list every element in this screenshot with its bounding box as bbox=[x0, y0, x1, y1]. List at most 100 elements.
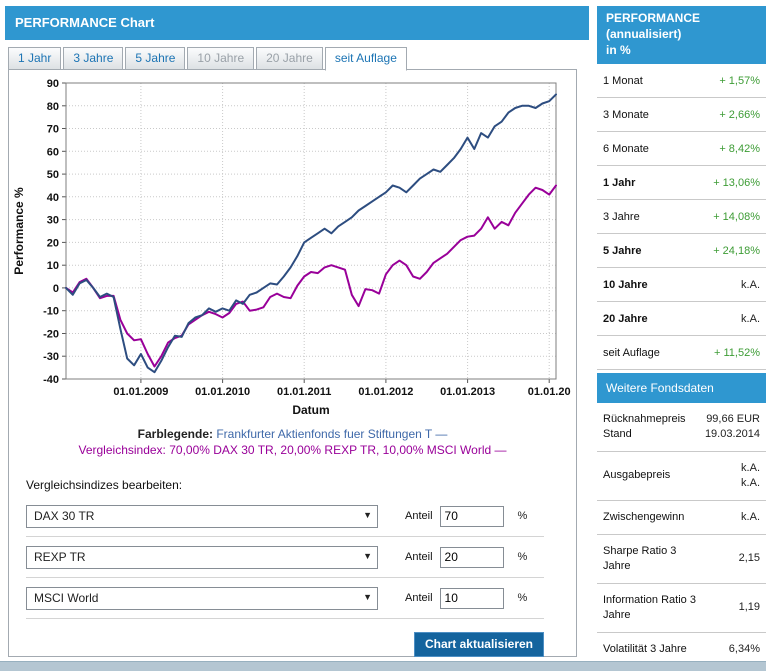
fondsdaten-value: 99,66 EUR 19.03.2014 bbox=[704, 412, 760, 440]
svg-text:Datum: Datum bbox=[292, 403, 329, 417]
tab-10-jahre: 10 Jahre bbox=[187, 47, 255, 70]
svg-text:01.01.2010: 01.01.2010 bbox=[195, 386, 250, 398]
index-row-1: DAX 30 TR ▼ Anteil % bbox=[26, 504, 560, 528]
svg-text:60: 60 bbox=[47, 146, 59, 158]
svg-text:40: 40 bbox=[47, 192, 59, 204]
index-select-2[interactable]: REXP TR ▼ bbox=[26, 545, 378, 569]
svg-text:-40: -40 bbox=[43, 374, 59, 386]
legend-index-series: Vergleichsindex: 70,00% DAX 30 TR, 20,00… bbox=[78, 443, 507, 457]
svg-text:20: 20 bbox=[47, 237, 59, 249]
legend-label: Farblegende: bbox=[137, 427, 213, 441]
performance-row: seit Auflage + 11,52% bbox=[597, 336, 766, 370]
fondsdaten-row: Sharpe Ratio 3 Jahre 2,15 bbox=[597, 535, 766, 584]
svg-text:Performance %: Performance % bbox=[12, 187, 26, 275]
svg-text:50: 50 bbox=[47, 169, 59, 181]
performance-value: + 8,42% bbox=[719, 142, 760, 155]
index-select-2-value: REXP TR bbox=[34, 549, 86, 564]
svg-text:-10: -10 bbox=[43, 306, 59, 318]
performance-sidebar: PERFORMANCE (annualisiert) in % 1 Monat … bbox=[597, 6, 766, 667]
svg-text:80: 80 bbox=[47, 101, 59, 113]
chevron-down-icon: ▼ bbox=[363, 550, 372, 561]
performance-value: + 1,57% bbox=[719, 74, 760, 87]
fondsdaten-value: 2,15 bbox=[738, 552, 760, 565]
performance-value: + 24,18% bbox=[713, 244, 760, 257]
main-panel: PERFORMANCE Chart 1 Jahr 3 Jahre 5 Jahre… bbox=[5, 6, 589, 657]
index-select-3[interactable]: MSCI World ▼ bbox=[26, 586, 378, 610]
fondsdaten-value: 1,19 bbox=[738, 601, 760, 614]
divider bbox=[26, 577, 544, 578]
fondsdaten-value: k.A. bbox=[741, 510, 760, 523]
anteil-label-3: Anteil bbox=[405, 592, 433, 604]
index-select-3-value: MSCI World bbox=[34, 590, 99, 605]
performance-line-chart: 01.01.2009 01.01.2010 01.01.2011 01.01.2012… bbox=[12, 78, 571, 417]
tab-5-jahre[interactable]: 5 Jahre bbox=[125, 47, 186, 70]
fondsdaten-row: Information Ratio 3 Jahre 1,19 bbox=[597, 584, 766, 633]
performance-value: + 14,08% bbox=[713, 210, 760, 223]
performance-row: 6 Monate + 8,42% bbox=[597, 132, 766, 166]
period-tab-bar: 1 Jahr 3 Jahre 5 Jahre 10 Jahre 20 Jahre… bbox=[8, 47, 589, 71]
chart-content-panel: 01.01.2009 01.01.2010 01.01.2011 01.01.2012… bbox=[8, 69, 577, 657]
performance-row: 5 Jahre + 24,18% bbox=[597, 234, 766, 268]
svg-text:10: 10 bbox=[47, 260, 59, 272]
chevron-down-icon: ▼ bbox=[363, 509, 372, 520]
performance-value: k.A. bbox=[741, 312, 760, 325]
legend-fund-series: Frankfurter Aktienfonds fuer Stiftungen … bbox=[216, 427, 448, 441]
percent-label-1: % bbox=[517, 510, 528, 522]
performance-row: 10 Jahre k.A. bbox=[597, 268, 766, 302]
page-title-text: PERFORMANCE Chart bbox=[15, 15, 155, 30]
performance-value: + 13,06% bbox=[713, 176, 760, 189]
svg-text:30: 30 bbox=[47, 215, 59, 227]
index-row-2: REXP TR ▼ Anteil % bbox=[26, 545, 560, 569]
sidebar-title: PERFORMANCE (annualisiert) in % bbox=[597, 6, 766, 64]
svg-text:01.01.20: 01.01.20 bbox=[528, 386, 571, 398]
bottom-bar bbox=[0, 661, 766, 671]
svg-text:01.01.2009: 01.01.2009 bbox=[113, 386, 168, 398]
tab-20-jahre: 20 Jahre bbox=[256, 47, 323, 70]
anteil-label-1: Anteil bbox=[405, 510, 433, 522]
anteil-label-2: Anteil bbox=[405, 551, 433, 563]
fondsdaten-row: Rücknahmepreis Stand 99,66 EUR 19.03.201… bbox=[597, 403, 766, 452]
fondsdaten-header: Weitere Fondsdaten bbox=[597, 372, 766, 403]
chart-aktualisieren-button[interactable]: Chart aktualisieren bbox=[413, 632, 544, 657]
page-title: PERFORMANCE Chart bbox=[5, 6, 589, 40]
tab-3-jahre[interactable]: 3 Jahre bbox=[63, 47, 124, 70]
performance-value: + 11,52% bbox=[714, 346, 760, 359]
performance-row: 1 Jahr + 13,06% bbox=[597, 166, 766, 200]
divider bbox=[26, 536, 544, 537]
sidebar-title-line1: PERFORMANCE (annualisiert) bbox=[606, 11, 701, 42]
index-row-3: MSCI World ▼ Anteil % bbox=[26, 586, 560, 610]
fondsdaten-row: Ausgabepreis k.A. k.A. bbox=[597, 452, 766, 501]
index-select-1[interactable]: DAX 30 TR ▼ bbox=[26, 504, 378, 528]
fondsdaten-row: Zwischengewinn k.A. bbox=[597, 501, 766, 535]
performance-row: 1 Monat + 1,57% bbox=[597, 64, 766, 98]
anteil-input-2[interactable] bbox=[439, 546, 504, 568]
tab-seit-auflage[interactable]: seit Auflage bbox=[324, 47, 407, 71]
svg-text:70: 70 bbox=[47, 124, 59, 136]
fondsdaten-value: k.A. k.A. bbox=[741, 461, 760, 489]
performance-value: + 2,66% bbox=[719, 108, 760, 121]
divider bbox=[26, 618, 544, 619]
tab-1-jahr[interactable]: 1 Jahr bbox=[8, 47, 62, 70]
percent-label-3: % bbox=[517, 592, 528, 604]
anteil-input-1[interactable] bbox=[439, 505, 504, 527]
svg-text:90: 90 bbox=[47, 78, 59, 90]
performance-value: k.A. bbox=[741, 278, 760, 291]
percent-label-2: % bbox=[517, 551, 528, 563]
sidebar-title-line2: in % bbox=[606, 43, 631, 58]
svg-text:-20: -20 bbox=[43, 329, 59, 341]
performance-row: 20 Jahre k.A. bbox=[597, 302, 766, 336]
comparison-index-controls: Vergleichsindizes bearbeiten: DAX 30 TR … bbox=[9, 478, 576, 657]
svg-text:0: 0 bbox=[53, 283, 59, 295]
svg-text:01.01.2013: 01.01.2013 bbox=[440, 386, 495, 398]
performance-row: 3 Monate + 2,66% bbox=[597, 98, 766, 132]
index-select-1-value: DAX 30 TR bbox=[34, 508, 95, 523]
performance-row: 3 Jahre + 14,08% bbox=[597, 200, 766, 234]
anteil-input-3[interactable] bbox=[439, 587, 504, 609]
svg-text:01.01.2012: 01.01.2012 bbox=[358, 386, 413, 398]
button-row: Chart aktualisieren bbox=[9, 632, 544, 657]
svg-text:01.01.2011: 01.01.2011 bbox=[277, 386, 331, 398]
svg-text:-30: -30 bbox=[43, 351, 59, 363]
chevron-down-icon: ▼ bbox=[363, 591, 372, 602]
controls-heading: Vergleichsindizes bearbeiten: bbox=[26, 478, 183, 492]
fondsdaten-value: 6,34% bbox=[728, 642, 760, 655]
